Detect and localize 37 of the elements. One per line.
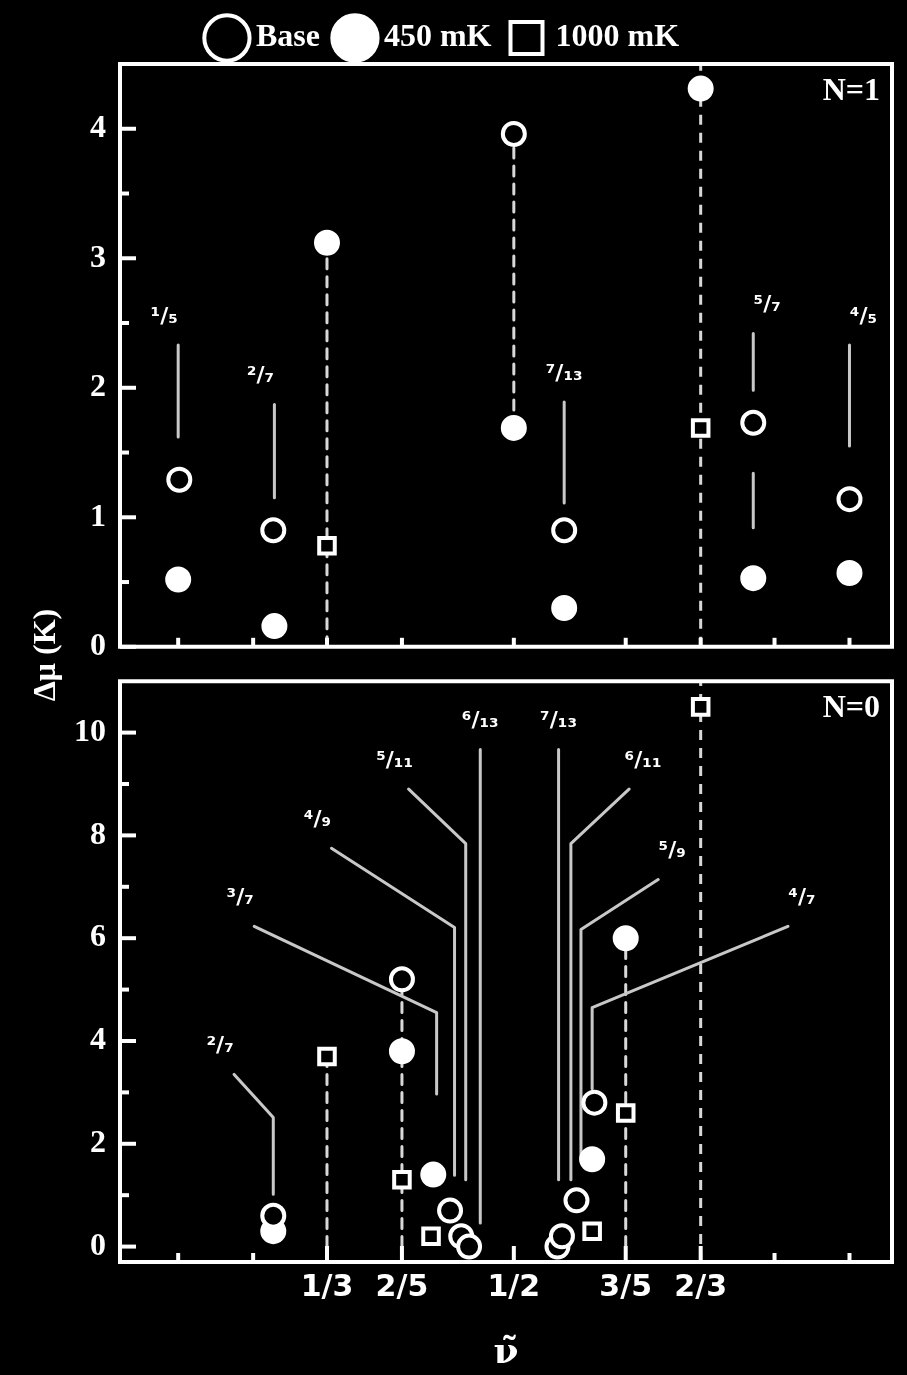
x-tick-label: 3/5	[599, 1267, 653, 1303]
annotation: N=1	[822, 71, 880, 108]
y-tick-label: 10	[74, 711, 106, 748]
y-tick-label: 2	[90, 1123, 106, 1160]
legend-label: 450 mK	[383, 17, 492, 54]
y-tick-label: 4	[90, 108, 106, 145]
annotation: ²/₇	[206, 1032, 234, 1058]
y-tick-label: 0	[90, 1225, 106, 1262]
y-axis-title: Δμ (K)	[25, 608, 63, 702]
legend-label: Base	[255, 17, 320, 54]
annotation: ³/₇	[226, 884, 254, 910]
annotation: ⁵/₁₁	[376, 746, 414, 772]
annotation: ⁷/₁₃	[540, 707, 578, 733]
annotation: ⁴/₅	[849, 302, 878, 328]
annotation: ⁷/₁₃	[545, 359, 583, 385]
x-tick-label: 2/3	[674, 1267, 728, 1303]
annotation: ⁴/₉	[303, 805, 332, 831]
annotation: ⁵/₇	[753, 291, 781, 317]
annotation: ¹/₅	[150, 302, 178, 328]
x-axis-title: ν̃	[493, 1328, 519, 1371]
y-tick-label: 8	[90, 814, 106, 851]
y-tick-label: 0	[90, 626, 106, 663]
y-tick-label: 1	[90, 496, 106, 533]
annotation: ²/₇	[246, 362, 275, 388]
annotation: ⁶/₁₁	[624, 746, 662, 772]
x-tick-label: 2/5	[375, 1267, 429, 1303]
annotation: ⁵/₉	[658, 837, 686, 863]
annotation: N=0	[822, 688, 880, 725]
x-tick-label: 1/3	[300, 1267, 354, 1303]
y-tick-label: 4	[90, 1020, 106, 1057]
annotation: ⁴/₇	[788, 884, 816, 910]
y-tick-label: 3	[90, 237, 106, 274]
annotation: ⁶/₁₃	[461, 707, 499, 733]
legend-label: 1000 mK	[555, 17, 680, 54]
y-tick-label: 2	[90, 367, 106, 404]
x-tick-label: 1/2	[487, 1267, 541, 1303]
y-tick-label: 6	[90, 917, 106, 954]
